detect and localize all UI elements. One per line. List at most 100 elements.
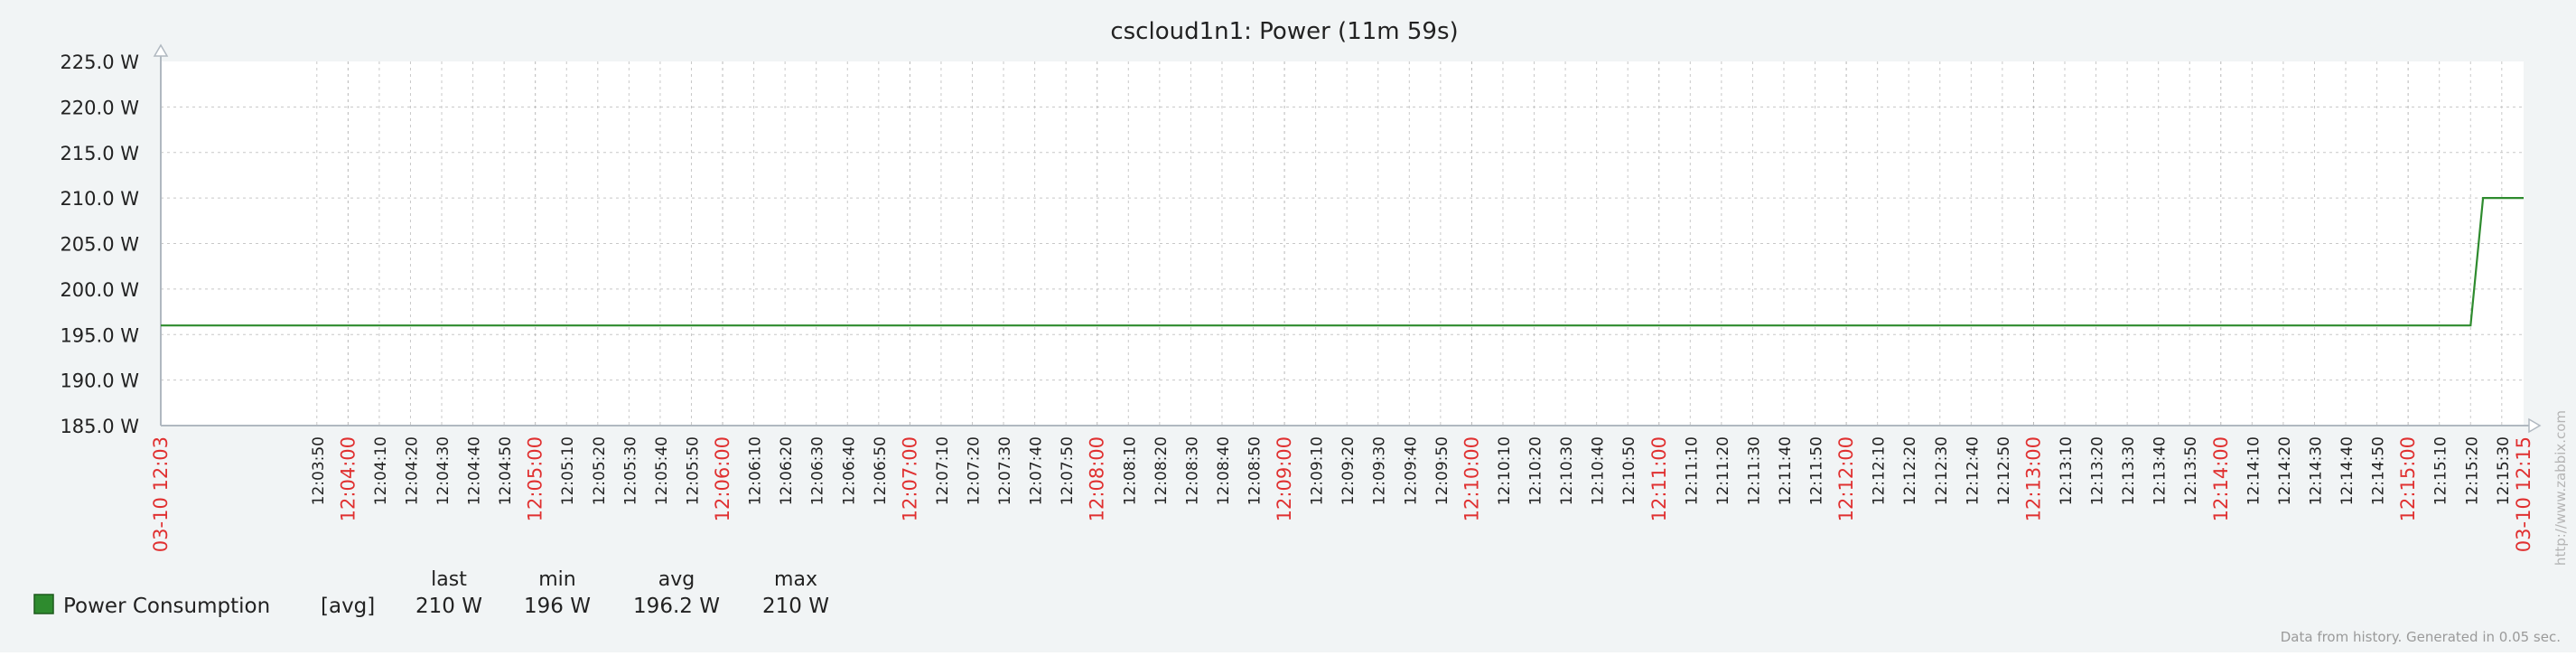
y-tick-label: 195.0 W bbox=[60, 324, 139, 346]
x-tick-label: 12:12:20 bbox=[1901, 436, 1919, 505]
x-tick-label: 12:14:50 bbox=[2370, 436, 2388, 505]
x-tick-label: 12:12:50 bbox=[1995, 436, 2013, 505]
grid-layer bbox=[161, 61, 2524, 426]
x-tick-label: 12:15:00 bbox=[2397, 436, 2419, 521]
x-tick-label: 12:12:10 bbox=[1871, 436, 1889, 505]
y-tick-label: 215.0 W bbox=[60, 143, 139, 164]
legend-header-last: last bbox=[431, 568, 467, 591]
x-tick-label: 12:09:40 bbox=[1402, 436, 1420, 505]
x-tick-label: 12:08:50 bbox=[1246, 436, 1265, 505]
series-layer bbox=[161, 197, 2524, 327]
x-tick-label: 12:14:20 bbox=[2276, 436, 2294, 505]
x-tick-label: 12:13:40 bbox=[2151, 436, 2170, 505]
x-tick-label: 12:10:40 bbox=[1590, 436, 1608, 505]
x-tick-label: 12:14:00 bbox=[2210, 436, 2232, 521]
x-tick-label: 12:06:00 bbox=[712, 436, 733, 521]
y-tick-label: 225.0 W bbox=[60, 52, 139, 73]
x-tick-label: 12:05:10 bbox=[559, 436, 577, 505]
x-tick-label: 12:08:30 bbox=[1183, 436, 1201, 505]
x-tick-label: 12:11:00 bbox=[1648, 436, 1670, 521]
x-tick-label: 12:04:10 bbox=[372, 436, 390, 505]
x-tick-label: 12:14:40 bbox=[2338, 436, 2357, 505]
series-line-power-consumption bbox=[161, 197, 2524, 327]
x-tick-label: 12:10:50 bbox=[1620, 436, 1638, 505]
legend-series-name: Power Consumption bbox=[63, 595, 270, 618]
x-tick-label: 12:06:20 bbox=[778, 436, 796, 505]
x-tick-label: 12:04:40 bbox=[466, 436, 484, 505]
x-tick-label: 12:11:40 bbox=[1777, 436, 1795, 505]
legend-header-max: max bbox=[774, 568, 817, 591]
x-tick-label: 12:05:30 bbox=[621, 436, 639, 505]
x-tick-label: 12:05:50 bbox=[684, 436, 702, 505]
x-tick-label: 12:07:30 bbox=[996, 436, 1014, 505]
legend-swatch bbox=[33, 594, 54, 614]
x-tick-label: 12:07:50 bbox=[1059, 436, 1077, 505]
legend: last min avg max Power Consumption [avg]… bbox=[33, 568, 829, 618]
x-tick-label: 12:11:30 bbox=[1745, 436, 1763, 505]
y-tick-label: 185.0 W bbox=[60, 416, 139, 437]
chart-title: cscloud1n1: Power (11m 59s) bbox=[1110, 18, 1458, 45]
x-tick-label: 12:07:40 bbox=[1028, 436, 1046, 505]
y-tick-label: 200.0 W bbox=[60, 279, 139, 301]
x-tick-label: 12:05:40 bbox=[653, 436, 671, 505]
x-tick-label: 12:09:30 bbox=[1371, 436, 1389, 505]
x-tick-label: 12:15:30 bbox=[2495, 436, 2513, 505]
x-tick-label: 12:04:50 bbox=[497, 436, 515, 505]
x-tick-label: 12:10:10 bbox=[1496, 436, 1514, 505]
x-tick-label: 12:03:50 bbox=[310, 436, 328, 505]
x-tick-label: 12:08:00 bbox=[1087, 436, 1108, 521]
x-tick-label: 12:08:10 bbox=[1121, 436, 1139, 505]
y-tick-label: 210.0 W bbox=[60, 188, 139, 210]
legend-series-func: [avg] bbox=[321, 595, 375, 618]
x-tick-label: 12:09:00 bbox=[1274, 436, 1295, 521]
x-tick-label: 12:06:30 bbox=[809, 436, 827, 505]
legend-value-max: 210 W bbox=[762, 595, 829, 618]
legend-value-avg: 196.2 W bbox=[633, 595, 720, 618]
x-tick-label: 12:09:20 bbox=[1339, 436, 1358, 505]
x-tick-label: 12:06:40 bbox=[840, 436, 858, 505]
x-tick-label: 12:06:50 bbox=[872, 436, 890, 505]
x-tick-label: 12:09:10 bbox=[1309, 436, 1327, 505]
x-tick-label: 12:08:20 bbox=[1153, 436, 1171, 505]
legend-header-min: min bbox=[538, 568, 576, 591]
x-axis-arrow bbox=[2528, 417, 2542, 434]
axis-layer bbox=[153, 43, 2542, 434]
x-tick-label: 12:10:30 bbox=[1558, 436, 1576, 505]
x-tick-label: 03-10 12:15 bbox=[2513, 436, 2534, 552]
x-tick-label: 12:11:10 bbox=[1683, 436, 1701, 505]
x-tick-label: 12:06:10 bbox=[747, 436, 765, 505]
y-tick-label: 205.0 W bbox=[60, 234, 139, 256]
x-tick-label: 12:05:00 bbox=[525, 436, 546, 521]
y-tick-label: 220.0 W bbox=[60, 97, 139, 118]
x-tick-label: 03-10 12:03 bbox=[150, 436, 172, 552]
x-tick-label: 12:10:00 bbox=[1461, 436, 1482, 521]
x-tick-label: 12:11:20 bbox=[1714, 436, 1732, 505]
x-tick-label: 12:14:10 bbox=[2245, 436, 2263, 505]
footer-note: Data from history. Generated in 0.05 sec… bbox=[2281, 629, 2561, 645]
x-tick-label: 12:15:10 bbox=[2432, 436, 2450, 505]
legend-value-last: 210 W bbox=[415, 595, 482, 618]
x-tick-label: 12:04:20 bbox=[403, 436, 421, 505]
x-tick-label: 12:15:20 bbox=[2463, 436, 2481, 505]
x-tick-label: 12:04:30 bbox=[434, 436, 453, 505]
x-tick-label: 12:07:10 bbox=[934, 436, 952, 505]
x-tick-label: 12:13:10 bbox=[2058, 436, 2076, 505]
x-tick-label: 12:12:30 bbox=[1933, 436, 1951, 505]
x-tick-label: 12:04:00 bbox=[337, 436, 359, 521]
watermark: http://www.zabbix.com bbox=[2553, 410, 2569, 566]
x-tick-label: 12:13:00 bbox=[2022, 436, 2044, 521]
y-axis-arrow bbox=[153, 43, 169, 57]
y-tick-label: 190.0 W bbox=[60, 370, 139, 392]
x-tick-label: 12:13:50 bbox=[2182, 436, 2200, 505]
x-tick-label: 12:07:00 bbox=[899, 436, 920, 521]
x-tick-label: 12:11:50 bbox=[1808, 436, 1826, 505]
x-axis-labels: 12:03:50 12:04:00 12:04:10 12:04:20 12:04:30… bbox=[150, 436, 2534, 552]
x-tick-label: 12:14:30 bbox=[2307, 436, 2325, 505]
x-tick-label: 12:13:30 bbox=[2120, 436, 2138, 505]
x-tick-label: 12:09:50 bbox=[1433, 436, 1451, 505]
legend-header-avg: avg bbox=[658, 568, 695, 591]
legend-value-min: 196 W bbox=[524, 595, 591, 618]
x-tick-label: 12:10:20 bbox=[1527, 436, 1545, 505]
